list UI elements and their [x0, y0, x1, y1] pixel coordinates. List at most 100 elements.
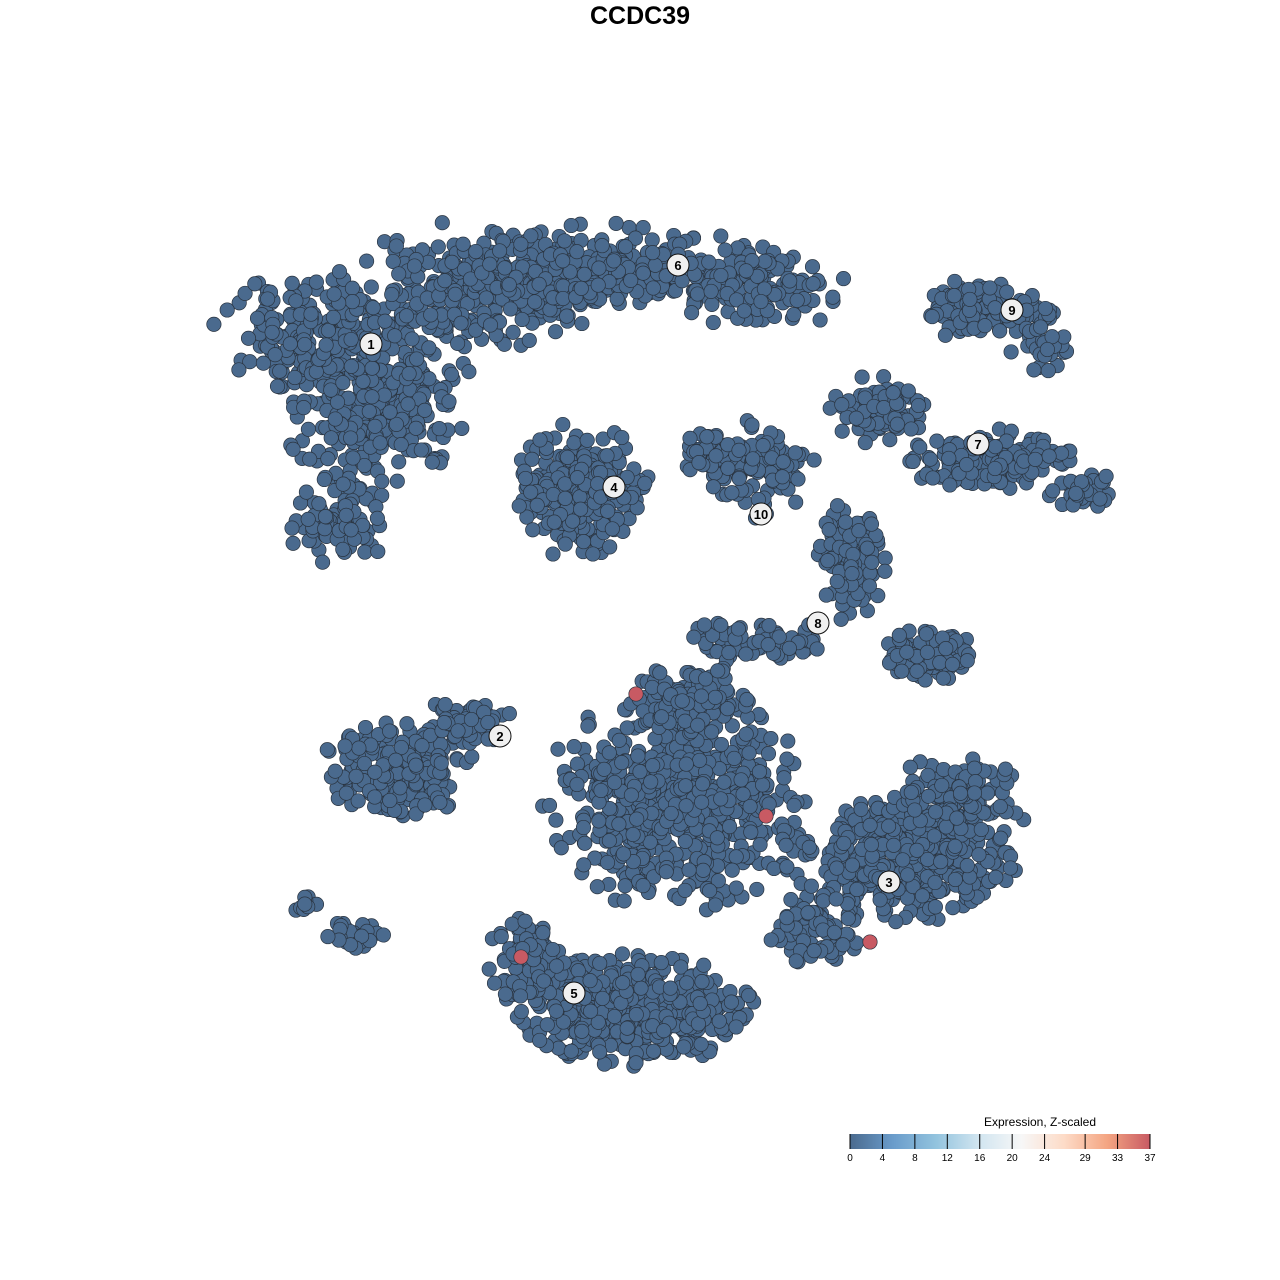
- data-point: [766, 860, 782, 877]
- data-point: [374, 473, 390, 489]
- data-point: [548, 1003, 564, 1019]
- data-point: [388, 416, 404, 432]
- data-point: [523, 228, 539, 244]
- data-point: [779, 751, 795, 767]
- data-point: [711, 1013, 727, 1029]
- data-point: [260, 291, 276, 307]
- data-point: [889, 416, 905, 432]
- data-point: [608, 215, 624, 231]
- data-point: [527, 294, 543, 310]
- data-point: [1033, 319, 1049, 335]
- data-point: [553, 840, 569, 856]
- data-point: [678, 756, 694, 772]
- data-point: [574, 1023, 590, 1039]
- data-point: [579, 432, 595, 448]
- legend-tick-label: 12: [941, 1153, 953, 1164]
- data-point: [834, 423, 850, 439]
- data-point: [693, 688, 709, 704]
- data-point: [720, 460, 736, 476]
- data-point: [284, 275, 300, 291]
- data-point: [547, 324, 564, 340]
- data-point: [391, 266, 407, 282]
- data-point: [582, 973, 598, 989]
- data-point: [625, 826, 641, 843]
- data-point: [1053, 445, 1070, 461]
- data-point: [589, 879, 605, 895]
- data-point: [569, 756, 585, 772]
- data-point: [997, 761, 1014, 777]
- data-point: [300, 511, 316, 527]
- data-point: [376, 387, 392, 403]
- data-point: [1002, 860, 1019, 876]
- data-point: [702, 883, 718, 899]
- data-point: [453, 315, 469, 331]
- data-point: [900, 383, 916, 399]
- data-point: [357, 544, 373, 560]
- data-point: [678, 798, 694, 814]
- data-point: [690, 1016, 706, 1032]
- data-point: [959, 858, 975, 874]
- data-point: [327, 763, 343, 779]
- data-point: [591, 813, 607, 829]
- data-point: [707, 897, 723, 913]
- data-point: [790, 471, 806, 487]
- data-point: [441, 393, 457, 410]
- data-point: [525, 522, 541, 538]
- data-point: [776, 770, 792, 786]
- data-point: [663, 805, 679, 821]
- data-point: [741, 987, 757, 1004]
- data-point: [565, 513, 581, 529]
- data-point: [864, 554, 880, 570]
- cluster-label-10: 10: [749, 502, 773, 526]
- data-point: [739, 692, 755, 708]
- data-point: [482, 256, 498, 272]
- data-point: [563, 217, 579, 234]
- data-point: [545, 546, 561, 562]
- data-point: [633, 980, 649, 996]
- data-point: [693, 1036, 709, 1052]
- data-point: [677, 833, 693, 849]
- data-point: [369, 510, 385, 526]
- data-point: [408, 420, 424, 436]
- data-point: [881, 818, 897, 834]
- data-point: [835, 271, 852, 287]
- data-point: [231, 362, 247, 378]
- data-point: [272, 363, 288, 379]
- data-point: [977, 318, 993, 334]
- data-point: [821, 522, 837, 538]
- data-point: [738, 726, 754, 742]
- cluster-label-2: 2: [488, 724, 512, 748]
- data-point: [774, 469, 790, 485]
- legend-tick-label: 24: [1039, 1153, 1051, 1164]
- svg-text:9: 9: [1008, 303, 1015, 318]
- data-point: [653, 955, 669, 971]
- data-point: [741, 745, 757, 761]
- data-point: [548, 812, 564, 828]
- data-point: [367, 789, 383, 805]
- data-point: [363, 279, 379, 295]
- data-point: [297, 336, 313, 353]
- data-point: [724, 862, 740, 878]
- data-point: [949, 810, 965, 826]
- data-point: [987, 439, 1003, 455]
- data-point: [804, 259, 821, 275]
- data-point: [298, 484, 314, 500]
- data-point: [529, 497, 545, 513]
- data-point: [505, 324, 521, 340]
- data-point: [716, 774, 732, 790]
- data-point: [992, 323, 1008, 339]
- data-point: [696, 617, 712, 633]
- data-point: [709, 830, 725, 846]
- data-point: [430, 239, 446, 255]
- data-point: [606, 774, 623, 791]
- data-point: [447, 286, 463, 302]
- data-point: [393, 437, 409, 453]
- data-point: [929, 433, 945, 449]
- data-point: [576, 266, 592, 282]
- data-point: [721, 645, 737, 661]
- data-point: [502, 301, 519, 317]
- data-point: [345, 450, 361, 466]
- data-point: [481, 961, 497, 977]
- data-point: [829, 498, 846, 514]
- data-point: [885, 385, 901, 401]
